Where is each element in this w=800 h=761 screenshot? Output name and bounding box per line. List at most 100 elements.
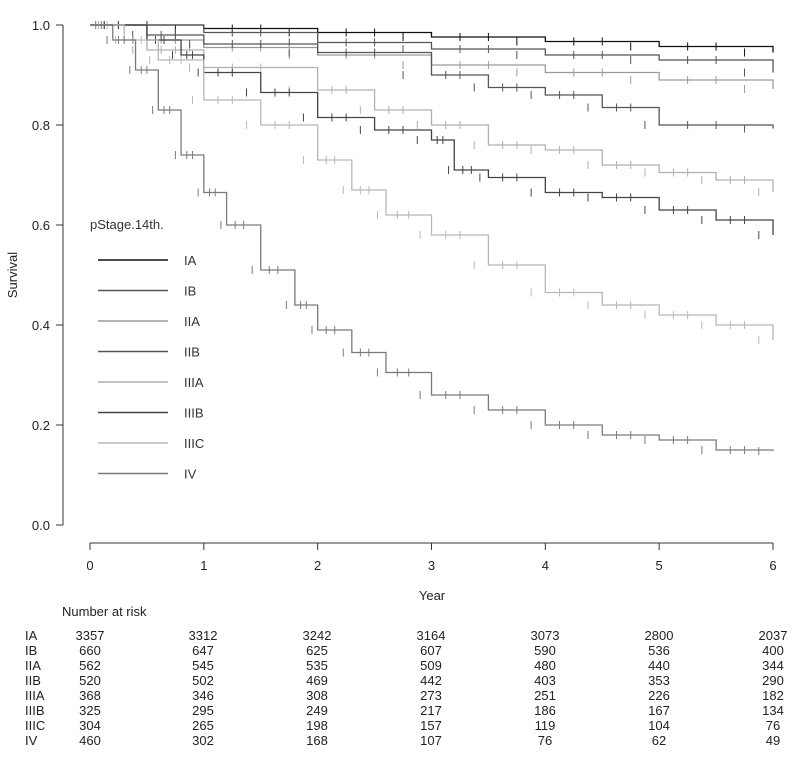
survival-curves [90, 21, 774, 455]
y-axis-label: Survival [5, 252, 20, 298]
curve-iiib [90, 24, 774, 235]
risk-cell: 134 [762, 703, 784, 718]
km-chart: 0.0 0.2 0.4 0.6 0.8 1.0 0 1 2 3 4 5 6 pStage.14th. I… [5, 18, 777, 600]
risk-row-iiib: IIIB 325 295 249 217 186 167 134 [0, 703, 800, 718]
risk-cell: 2800 [644, 628, 674, 643]
risk-cell: 509 [420, 658, 442, 673]
risk-row-label: IIB [25, 673, 41, 688]
risk-cell: 625 [306, 643, 328, 658]
y-tick-label: 0.2 [32, 418, 50, 433]
legend-label-iiib: IIIB [184, 406, 204, 421]
legend: pStage.14th. IA IB IIA IIB IIIA IIIB IIIC IV [90, 217, 204, 482]
risk-row-iv: IV 460 302 168 107 76 62 49 [0, 733, 800, 748]
risk-cell: 107 [420, 733, 442, 748]
y-tick-label: 0.8 [32, 118, 50, 133]
x-tick-label: 3 [428, 558, 435, 573]
censor-marks-iiic [98, 21, 760, 344]
curve-ib [90, 24, 774, 73]
risk-cell: 157 [420, 718, 442, 733]
risk-cell: 265 [192, 718, 214, 733]
risk-table-title: Number at risk [62, 604, 147, 619]
risk-cell: 660 [79, 643, 101, 658]
risk-row-label: IV [25, 733, 38, 748]
legend-label-iib: IIB [184, 345, 200, 360]
risk-row-label: IIIA [25, 688, 45, 703]
risk-cell: 3357 [75, 628, 105, 643]
risk-cell: 3312 [188, 628, 218, 643]
legend-label-iiia: IIIA [184, 375, 204, 390]
risk-cell: 304 [79, 718, 101, 733]
risk-table: Number at risk IA 3357 3312 3242 3164 3073 280… [0, 598, 800, 758]
censor-marks-ia [117, 21, 746, 57]
legend-title: pStage.14th. [90, 217, 164, 232]
risk-cell: 469 [306, 673, 328, 688]
risk-cell: 295 [192, 703, 214, 718]
censor-marks-iib [103, 21, 746, 133]
legend-label-iiic: IIIC [184, 436, 204, 451]
risk-row-ib: IB 660 647 625 607 590 536 400 [0, 643, 800, 658]
legend-label-iv: IV [184, 467, 197, 482]
risk-row-label: IIA [25, 658, 41, 673]
axes: 0.0 0.2 0.4 0.6 0.8 1.0 0 1 2 3 4 5 6 [32, 18, 777, 573]
legend-label-iia: IIA [184, 314, 200, 329]
y-tick-label: 1.0 [32, 18, 50, 33]
risk-row-iia: IIA 562 545 535 509 480 440 344 [0, 658, 800, 673]
risk-cell: 62 [651, 733, 667, 748]
risk-cell: 545 [192, 658, 214, 673]
risk-cell: 403 [534, 673, 556, 688]
censor-marks-iia [103, 21, 746, 93]
risk-cell: 460 [79, 733, 101, 748]
x-tick-label: 0 [86, 558, 93, 573]
y-tick-label: 0.6 [32, 218, 50, 233]
x-axis-label: Year [419, 588, 446, 600]
risk-cell: 226 [648, 688, 670, 703]
risk-cell: 308 [306, 688, 328, 703]
risk-cell: 368 [79, 688, 101, 703]
risk-cell: 76 [765, 718, 781, 733]
risk-cell: 440 [648, 658, 670, 673]
x-tick-label: 2 [314, 558, 321, 573]
risk-cell: 2037 [758, 628, 788, 643]
curve-iiic [90, 24, 774, 340]
risk-cell: 290 [762, 673, 784, 688]
risk-cell: 49 [765, 733, 781, 748]
y-tick-label: 0.4 [32, 318, 50, 333]
risk-cell: 167 [648, 703, 670, 718]
risk-cell: 353 [648, 673, 670, 688]
risk-cell: 273 [420, 688, 442, 703]
x-tick-label: 4 [542, 558, 549, 573]
risk-row-label: IA [25, 628, 38, 643]
risk-cell: 104 [648, 718, 670, 733]
risk-cell: 607 [420, 643, 442, 658]
risk-cell: 182 [762, 688, 784, 703]
risk-cell: 251 [534, 688, 556, 703]
risk-row-iib: IIB 520 502 469 442 403 353 290 [0, 673, 800, 688]
risk-row-label: IIIB [25, 703, 45, 718]
risk-row-iiia: IIIA 368 346 308 273 251 226 182 [0, 688, 800, 703]
risk-cell: 186 [534, 703, 556, 718]
risk-cell: 346 [192, 688, 214, 703]
risk-cell: 442 [420, 673, 442, 688]
risk-cell: 3164 [416, 628, 446, 643]
x-tick-label: 6 [769, 558, 776, 573]
legend-label-ib: IB [184, 284, 196, 299]
risk-row-ia: IA 3357 3312 3242 3164 3073 2800 2037 [0, 628, 800, 643]
risk-cell: 325 [79, 703, 101, 718]
risk-cell: 76 [537, 733, 553, 748]
risk-cell: 562 [79, 658, 101, 673]
risk-cell: 217 [420, 703, 442, 718]
risk-cell: 520 [79, 673, 101, 688]
curve-iiia [90, 24, 774, 192]
legend-label-ia: IA [184, 253, 197, 268]
risk-cell: 3073 [530, 628, 560, 643]
curve-iib [90, 24, 774, 129]
risk-cell: 502 [192, 673, 214, 688]
risk-cell: 302 [192, 733, 214, 748]
risk-cell: 3242 [302, 628, 332, 643]
risk-row-label: IB [25, 643, 38, 658]
risk-cell: 344 [762, 658, 784, 673]
risk-cell: 119 [534, 718, 556, 733]
risk-row-iiic: IIIC 304 265 198 157 119 104 76 [0, 718, 800, 733]
risk-row-label: IIIC [25, 718, 46, 733]
risk-cell: 647 [192, 643, 214, 658]
